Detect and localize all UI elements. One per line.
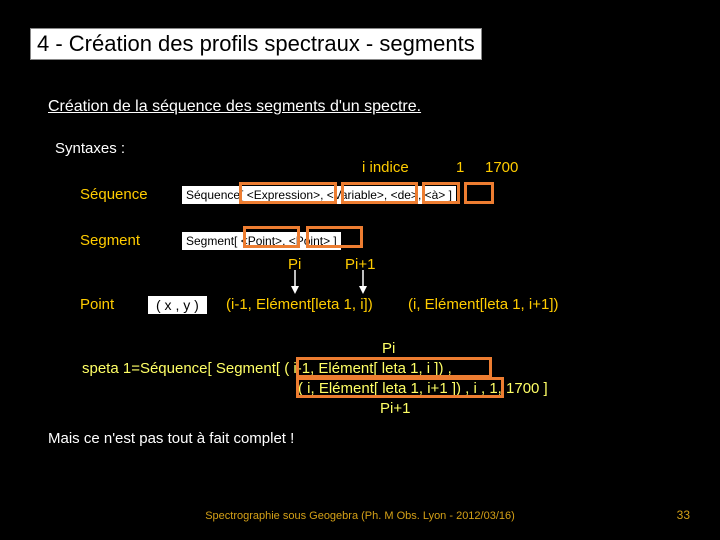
box-point1 [243, 226, 300, 248]
label-segment: Segment [80, 232, 140, 249]
syntaxes-label: Syntaxes : [55, 140, 125, 157]
slide-title: 4 - Création des profils spectraux - seg… [30, 28, 482, 60]
arrow-pi [288, 270, 308, 296]
label-point: Point [80, 296, 114, 313]
footer-text: Spectrographie sous Geogebra (Ph. M Obs.… [0, 510, 720, 522]
label-1700: 1700 [485, 159, 518, 176]
box-expression [239, 182, 337, 204]
code-line1-pre: speta 1=Séquence[ Segment[ [82, 360, 284, 377]
page-number: 33 [677, 508, 690, 522]
label-pi-plus-1: Pi+1 [345, 256, 375, 273]
label-i-indice: i indice [362, 159, 409, 176]
point-expr-right: (i, Elément[leta 1, i+1]) [408, 296, 558, 313]
code-pi-bottom: Pi+1 [380, 400, 410, 417]
point-expr-left: (i-1, Elément[leta 1, i]) [226, 296, 373, 313]
arrow-pi1 [356, 270, 376, 296]
closing-text: Mais ce n'est pas tout à fait complet ! [48, 430, 294, 447]
box-inline-1 [296, 357, 492, 378]
code-xy: ( x , y ) [148, 296, 207, 314]
label-pi: Pi [288, 256, 301, 273]
box-point2 [306, 226, 363, 248]
subtitle: Création de la séquence des segments d'u… [48, 98, 421, 116]
box-de [422, 182, 460, 204]
box-variable [341, 182, 418, 204]
box-a [464, 182, 494, 204]
code-pi-top: Pi [382, 340, 395, 357]
label-one: 1 [456, 159, 464, 176]
label-sequence: Séquence [80, 186, 148, 203]
box-inline-2 [296, 377, 504, 398]
